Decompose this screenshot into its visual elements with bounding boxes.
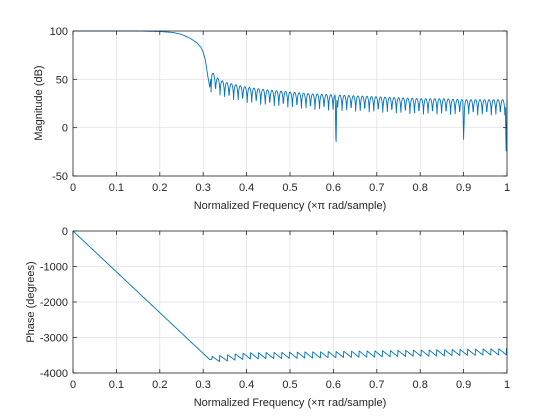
phase-x-tick-label: 0.2 <box>152 379 167 391</box>
magnitude-x-tick-label: 0.2 <box>152 182 167 194</box>
magnitude-x-axis-label: Normalized Frequency (×π rad/sample) <box>194 200 387 212</box>
phase-x-tick-label: 0.5 <box>282 379 297 391</box>
phase-x-tick-label: 0.6 <box>326 379 341 391</box>
phase-y-tick-label: -1000 <box>40 262 68 274</box>
phase-x-tick-label: 0.9 <box>456 379 471 391</box>
magnitude-x-tick-label: 0.6 <box>326 182 341 194</box>
magnitude-x-tick-label: 0 <box>70 182 76 194</box>
magnitude-y-tick-label: -50 <box>52 171 68 183</box>
magnitude-y-tick-label: 0 <box>62 123 68 135</box>
magnitude-x-tick-label: 0.3 <box>196 182 211 194</box>
magnitude-y-tick-label: 100 <box>50 26 68 38</box>
phase-x-tick-label: 0.3 <box>196 379 211 391</box>
phase-trace <box>72 230 508 363</box>
phase-y-tick-label: -4000 <box>40 368 68 380</box>
phase-x-axis-label: Normalized Frequency (×π rad/sample) <box>194 397 387 409</box>
magnitude-x-tick-label: 0.7 <box>369 182 384 194</box>
magnitude-y-tick-label: 50 <box>56 74 68 86</box>
phase-axes: 0 0.1 0.2 0.3 0.4 0.5 0.6 0.7 0.8 0.9 1 -4000 -3000 -… <box>25 226 510 409</box>
magnitude-x-tick-label: 0.4 <box>239 182 254 194</box>
phase-ticks: 0 0.1 0.2 0.3 0.4 0.5 0.6 0.7 0.8 0.9 1 -4000 -3000 -… <box>40 226 510 391</box>
phase-x-tick-label: 0.8 <box>413 379 428 391</box>
phase-x-tick-label: 0.4 <box>239 379 254 391</box>
phase-x-tick-label: 1 <box>504 379 510 391</box>
magnitude-y-axis-label: Magnitude (dB) <box>33 65 45 140</box>
magnitude-x-tick-label: 1 <box>504 182 510 194</box>
phase-y-axis-label: Phase (degrees) <box>25 261 37 342</box>
magnitude-x-tick-label: 0.8 <box>413 182 428 194</box>
phase-y-tick-label: 0 <box>62 226 68 238</box>
phase-y-tick-label: -3000 <box>40 333 68 345</box>
magnitude-x-tick-label: 0.5 <box>282 182 297 194</box>
phase-series-line <box>72 230 508 363</box>
phase-y-tick-label: -2000 <box>40 297 68 309</box>
phase-x-tick-label: 0.7 <box>369 379 384 391</box>
magnitude-x-tick-label: 0.1 <box>109 182 124 194</box>
magnitude-x-tick-label: 0.9 <box>456 182 471 194</box>
phase-x-tick-label: 0 <box>70 379 76 391</box>
phase-x-tick-label: 0.1 <box>109 379 124 391</box>
